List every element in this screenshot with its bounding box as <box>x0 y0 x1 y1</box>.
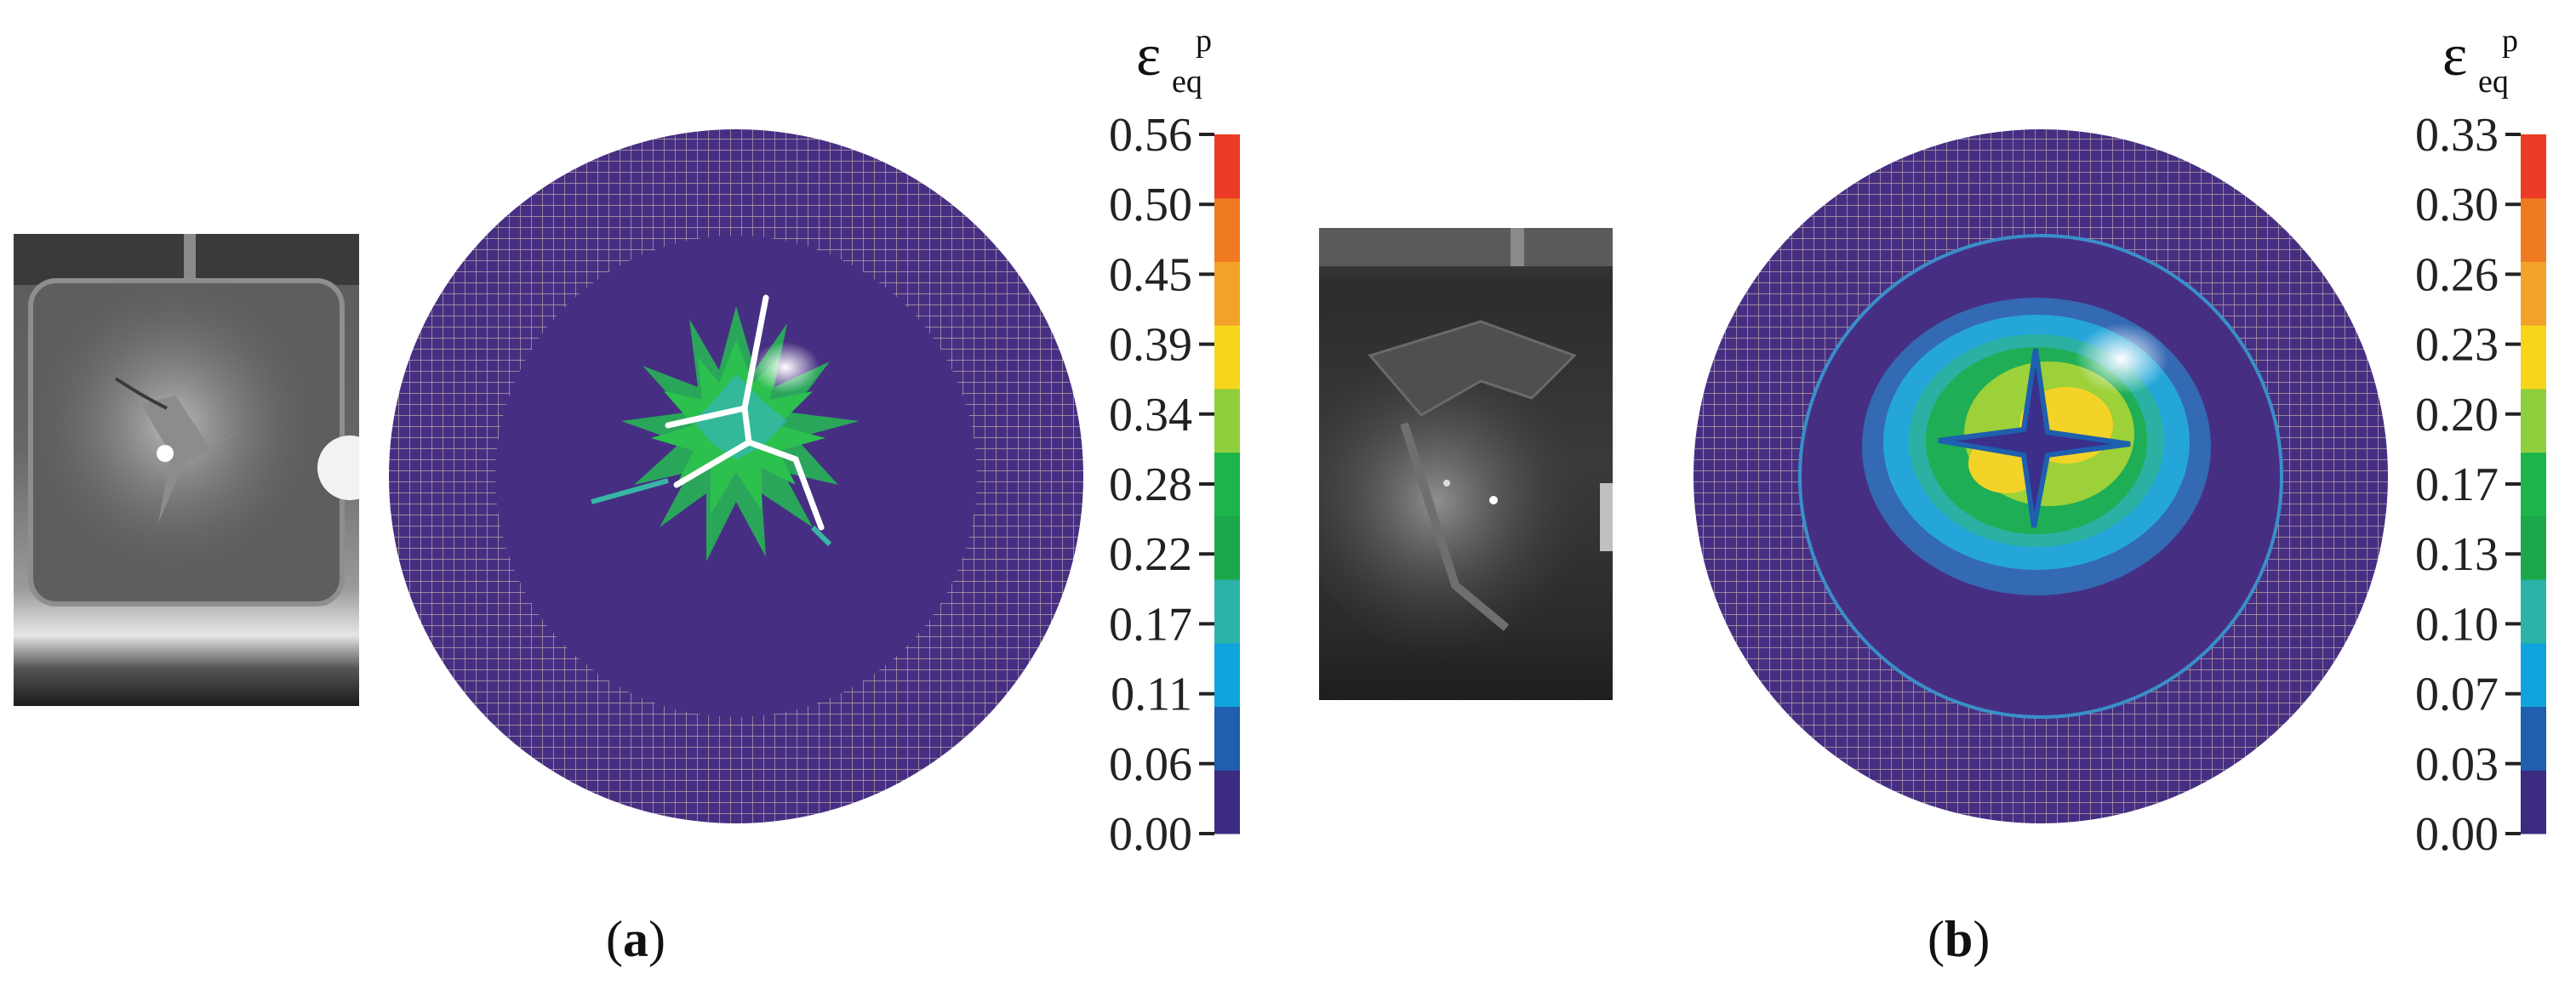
colorbar-a-segment <box>1214 770 1240 834</box>
colorbar-a-segment <box>1214 134 1240 199</box>
colorbar-a-segment <box>1214 452 1240 516</box>
colorbar-b-segment <box>2521 325 2546 390</box>
damage-zone-b <box>1862 298 2211 595</box>
colorbar-b-segment <box>2521 579 2546 644</box>
simulation-disc-a <box>389 129 1083 823</box>
colorbar-b-segment <box>2521 261 2546 326</box>
colorbar-a-segment <box>1214 706 1240 771</box>
caption-letter-a: a <box>622 911 648 967</box>
colorbar-a-tick-label: 0.06 <box>1109 738 1192 791</box>
colorbar-a-segment <box>1214 642 1240 708</box>
colorbar-title-a: ε eq p <box>1136 26 1212 100</box>
colorbar-b-tick-label: 0.33 <box>2415 109 2499 162</box>
colorbar-a-tick-label: 0.17 <box>1109 598 1192 651</box>
colorbar-superscript-a: p <box>1196 26 1212 59</box>
colorbar-title-b: ε eq p <box>2442 26 2518 100</box>
simulation-disc-b <box>1694 129 2388 823</box>
colorbar-a-segment <box>1214 325 1240 390</box>
colorbar-b-tick-label: 0.26 <box>2415 248 2499 301</box>
colorbar-b-tick-label: 0.03 <box>2415 738 2499 791</box>
colorbar-b: ε eq p 0.00 0.03 0.07 0.10 0.13 0.17 0.20 0.23 0… <box>2415 26 2546 859</box>
experimental-photo-b <box>1319 228 1613 700</box>
colorbar-a-tick-label: 0.22 <box>1109 528 1192 581</box>
colorbar-symbol-a: ε <box>1136 26 1161 88</box>
colorbar-b-tick-label: 0.17 <box>2415 458 2499 511</box>
colorbar-a-tick-label: 0.28 <box>1109 458 1192 511</box>
colorbar-a-tick-label: 0.34 <box>1109 389 1192 441</box>
experimental-photo-a <box>14 234 359 706</box>
caption-letter-b: b <box>1944 911 1973 967</box>
colorbar-b-tick-label: 0.30 <box>2415 179 2499 231</box>
colorbar-b-tick-label: 0.00 <box>2415 808 2499 859</box>
colorbar-b-segment <box>2521 770 2546 834</box>
colorbar-a-tick-label: 0.11 <box>1111 669 1192 721</box>
colorbar-a: ε eq p 0.00 0.06 0.11 0.17 0.22 0.28 0.34 0.39 0… <box>1109 26 1240 859</box>
caption-a: (a) <box>606 911 665 967</box>
colorbar-b-segment <box>2521 515 2546 580</box>
colorbar-b-tick-label: 0.23 <box>2415 319 2499 372</box>
colorbar-a-segment <box>1214 515 1240 580</box>
colorbar-symbol-b: ε <box>2442 26 2467 88</box>
colorbar-a-tick-label: 0.00 <box>1109 808 1192 859</box>
colorbar-a-segment <box>1214 197 1240 262</box>
panel-b: ε eq p 0.00 0.03 0.07 0.10 0.13 0.17 0.20 0.23 0… <box>1311 0 2576 985</box>
colorbar-a-tick-label: 0.50 <box>1109 179 1192 231</box>
colorbar-b-segment <box>2521 706 2546 771</box>
colorbar-a-tick-label: 0.45 <box>1109 248 1192 301</box>
colorbar-a-segment <box>1214 388 1240 453</box>
colorbar-b-segment <box>2521 452 2546 516</box>
colorbar-a-segment <box>1214 579 1240 644</box>
colorbar-subscript-b: eq <box>2478 64 2509 100</box>
damage-zone-a <box>591 294 860 561</box>
colorbar-b-segment <box>2521 388 2546 453</box>
caption-b: (b) <box>1928 911 1991 967</box>
panel-a: ε eq p 0.00 0.06 0.11 0.17 0.22 0.28 0.34 0.39 0… <box>0 0 1268 985</box>
colorbar-a-tick-label: 0.56 <box>1109 109 1192 162</box>
colorbar-b-segment <box>2521 197 2546 262</box>
colorbar-subscript-a: eq <box>1172 64 1202 100</box>
colorbar-a-segment <box>1214 261 1240 326</box>
colorbar-superscript-b: p <box>2502 26 2518 59</box>
colorbar-b-tick-label: 0.07 <box>2415 669 2499 721</box>
colorbar-a-tick-label: 0.39 <box>1109 319 1192 372</box>
colorbar-b-tick-label: 0.13 <box>2415 528 2499 581</box>
colorbar-b-tick-label: 0.10 <box>2415 598 2499 651</box>
colorbar-b-tick-label: 0.20 <box>2415 389 2499 441</box>
colorbar-b-segment <box>2521 642 2546 708</box>
colorbar-b-segment <box>2521 134 2546 199</box>
